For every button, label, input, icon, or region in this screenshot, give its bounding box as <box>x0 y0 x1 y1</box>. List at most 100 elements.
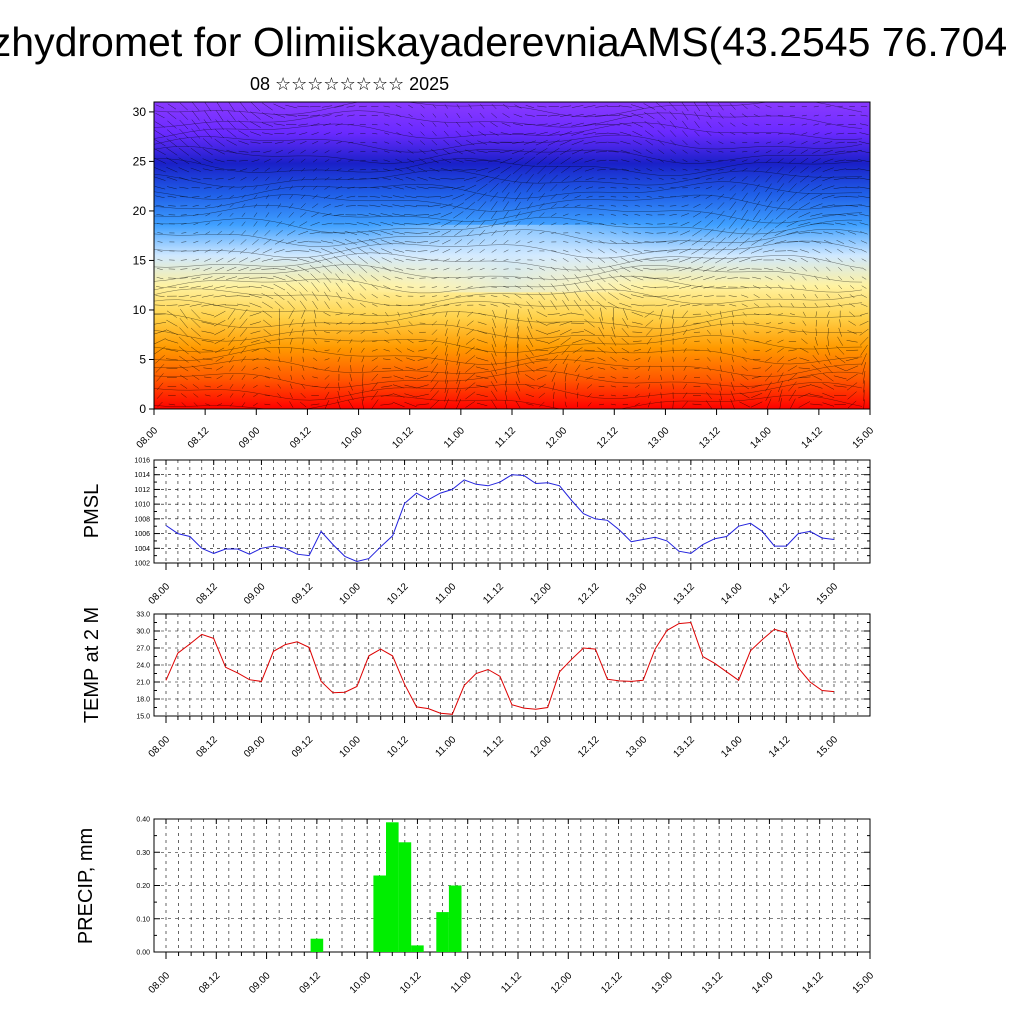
pmsl-xtick-label: 10.00 <box>338 581 364 607</box>
pmsl-ytick-label: 1002 <box>134 561 150 568</box>
pmsl-grid <box>154 460 871 563</box>
temp-xtick-label: 11.00 <box>433 734 458 759</box>
temp-xtick-label: 10.00 <box>338 734 364 760</box>
precip-xtick-label: 15.00 <box>851 970 877 996</box>
pmsl-ytick-label: 1008 <box>134 516 150 523</box>
precip-ytick-label: 0.30 <box>136 850 150 857</box>
precip-bar <box>310 938 324 952</box>
heatmap-xtick-label: 15.00 <box>851 425 877 451</box>
heatmap-ytick-label: 10 <box>133 303 147 317</box>
pmsl-xtick-label: 11.12 <box>481 581 506 606</box>
temp-xtick-label: 14.12 <box>767 734 793 760</box>
temp-xtick-label: 13.12 <box>672 734 698 760</box>
precip-xtick-label: 14.12 <box>800 970 826 996</box>
temp-ytick-label: 21.0 <box>136 680 150 687</box>
precip-xtick-label: 08.12 <box>197 970 223 996</box>
temp-ylabel: TEMP at 2 M <box>81 607 103 723</box>
precip-panel: 0.00 0.10 0.20 0.30 0.40 08.00 08.12 09.00 09.12… <box>75 817 876 996</box>
page-title-text: azhydromet for OlimiiskayaderevniaAMS(43… <box>0 19 1008 65</box>
temp-xtick-label: 09.12 <box>290 734 316 760</box>
precip-ytick-label: 0.20 <box>136 883 150 890</box>
temp-xtick-label: 10.12 <box>385 734 411 760</box>
pmsl-ytick-label: 1006 <box>134 531 150 538</box>
heatmap-xtick-label: 08.12 <box>186 425 212 451</box>
heatmap-xtick-label: 12.00 <box>544 425 570 451</box>
pmsl-ticks <box>154 459 870 570</box>
temp-xtick-label: 13.00 <box>624 734 650 760</box>
temp-ytick-label: 15.0 <box>136 714 150 721</box>
pmsl-xtick-label: 13.12 <box>672 581 698 607</box>
pmsl-ytick-label: 1012 <box>134 487 150 494</box>
heatmap-xtick-label: 10.12 <box>390 425 416 451</box>
wind-vector-field <box>154 102 870 409</box>
heatmap-xtick-label: 10.00 <box>339 425 365 451</box>
heatmap-xtick-label: 14.00 <box>748 425 774 451</box>
heatmap-xtick-label: 12.12 <box>595 425 621 451</box>
pmsl-series-line <box>165 474 835 563</box>
heatmap-xtick-label: 11.00 <box>442 425 467 450</box>
streamlines <box>154 102 863 409</box>
temp-grid <box>154 614 871 716</box>
temp-xtick-label: 11.12 <box>481 734 506 759</box>
pmsl-xtick-label: 15.00 <box>815 581 841 607</box>
pmsl-ytick-label: 1014 <box>134 472 150 479</box>
temp-xtick-label: 12.12 <box>576 734 602 760</box>
precip-xtick-label: 13.00 <box>650 970 676 996</box>
heatmap-xtick-label: 13.00 <box>646 425 672 451</box>
precip-grid <box>154 819 870 952</box>
temp-ytick-label: 33.0 <box>136 612 150 619</box>
precip-ytick-label: 0.40 <box>136 817 150 824</box>
temp-panel: 15.0 18.0 21.0 24.0 27.0 30.0 33.0 08.00 08.12 09… <box>81 607 871 760</box>
heatmap-ytick-label: 15 <box>133 253 147 267</box>
heatmap-xtick-label: 09.00 <box>237 425 263 451</box>
temp-ytick-label: 24.0 <box>136 663 150 670</box>
heatmap-xtick-label: 13.12 <box>697 425 723 451</box>
temp-ytick-label: 27.0 <box>136 646 150 653</box>
precip-ticks <box>154 818 871 959</box>
temp-ticks <box>154 613 870 723</box>
precip-ytick-label: 0.10 <box>136 916 150 923</box>
temp-ytick-label: 30.0 <box>136 629 150 636</box>
heatmap-ytick-label: 30 <box>133 105 147 119</box>
temp-ytick-label: 18.0 <box>136 697 150 704</box>
heatmap-ytick-label: 25 <box>133 154 147 168</box>
pmsl-xtick-label: 14.00 <box>719 581 745 607</box>
pmsl-ytick-label: 1016 <box>134 458 150 465</box>
precip-xtick-label: 10.00 <box>348 970 374 996</box>
pmsl-xtick-label: 12.00 <box>528 581 554 607</box>
page-subtitle: 08 ☆☆☆☆☆☆☆☆ 2025 <box>250 74 450 94</box>
precip-xtick-label: 10.12 <box>398 970 424 996</box>
precip-ytick-label: 0.00 <box>136 950 150 957</box>
pmsl-xtick-label: 08.12 <box>194 581 220 607</box>
pmsl-xtick-label: 14.12 <box>767 581 793 607</box>
pmsl-xtick-label: 13.00 <box>624 581 650 607</box>
heatmap-field-overlay <box>154 224 870 293</box>
wind-vectors <box>154 102 870 409</box>
heatmap-ytick-label: 0 <box>139 402 146 416</box>
temp-xtick-label: 15.00 <box>815 734 841 760</box>
precip-xtick-label: 09.00 <box>247 970 273 996</box>
pmsl-ytick-label: 1010 <box>134 502 150 509</box>
precip-xtick-label: 11.12 <box>499 970 524 995</box>
precip-xtick-label: 12.12 <box>599 970 625 996</box>
heatmap-ytick-label: 20 <box>133 204 147 218</box>
temp-xtick-label: 14.00 <box>719 734 745 760</box>
precip-xtick-label: 12.00 <box>549 970 575 996</box>
precip-bar <box>398 842 412 952</box>
heatmap-xtick-label: 09.12 <box>288 425 314 451</box>
precip-xtick-label: 13.12 <box>700 970 726 996</box>
temp-series-line <box>165 621 835 715</box>
temp-xtick-label: 12.00 <box>528 734 554 760</box>
pmsl-xtick-label: 09.12 <box>290 581 316 607</box>
temp-xtick-label: 09.00 <box>242 734 268 760</box>
pmsl-xtick-label: 09.00 <box>242 581 268 607</box>
pmsl-xtick-label: 08.00 <box>147 581 173 607</box>
precip-xtick-label: 11.00 <box>449 970 474 995</box>
pmsl-xtick-label: 10.12 <box>385 581 411 607</box>
heatmap-xtick-label: 11.12 <box>493 425 518 450</box>
precip-bar <box>436 912 449 952</box>
temp-xtick-label: 08.00 <box>147 734 173 760</box>
pmsl-ytick-label: 1004 <box>134 546 150 553</box>
precip-ylabel: PRECIP, mm <box>75 828 97 944</box>
